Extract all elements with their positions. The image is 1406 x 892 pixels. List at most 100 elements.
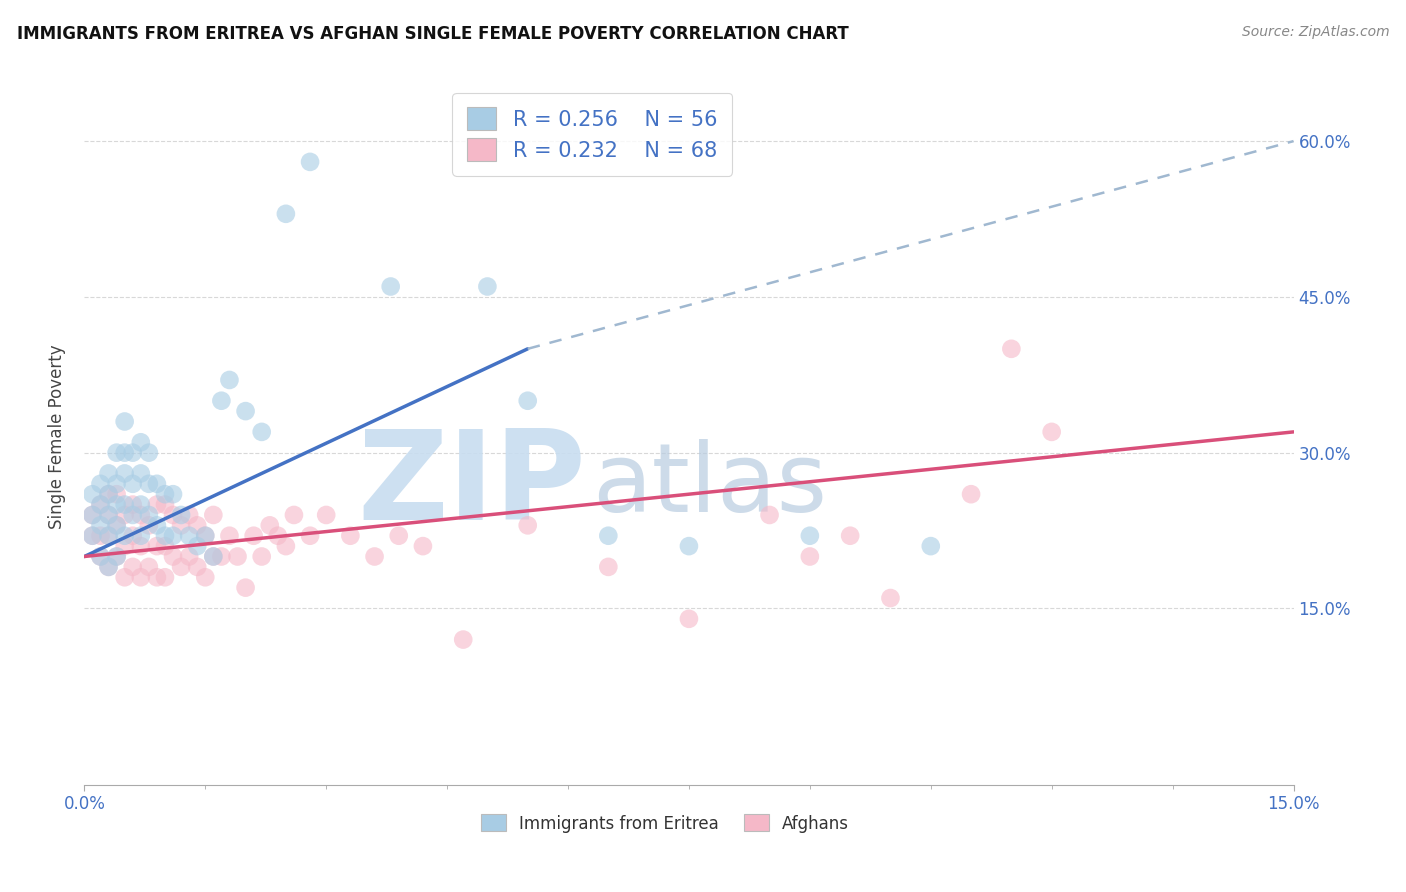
Text: IMMIGRANTS FROM ERITREA VS AFGHAN SINGLE FEMALE POVERTY CORRELATION CHART: IMMIGRANTS FROM ERITREA VS AFGHAN SINGLE… [17, 25, 849, 43]
Point [129, 570, 152, 584]
Point [153, 529, 176, 543]
Point [380, 279, 402, 293]
Point [179, 549, 201, 564]
Point [82, 508, 104, 522]
Point [274, 207, 297, 221]
Point [162, 508, 184, 522]
Point [339, 529, 361, 543]
Point [89, 498, 111, 512]
Point [97, 508, 120, 522]
Point [97, 529, 120, 543]
Point [89, 498, 111, 512]
Point [114, 467, 136, 481]
Point [1040, 425, 1063, 439]
Point [186, 518, 208, 533]
Point [194, 529, 217, 543]
Text: Source: ZipAtlas.com: Source: ZipAtlas.com [1241, 25, 1389, 39]
Point [82, 529, 104, 543]
Point [678, 612, 700, 626]
Point [186, 560, 208, 574]
Point [235, 404, 257, 418]
Point [114, 539, 136, 553]
Point [97, 560, 120, 574]
Y-axis label: Single Female Poverty: Single Female Poverty [48, 345, 66, 529]
Point [283, 508, 305, 522]
Point [162, 529, 184, 543]
Point [153, 487, 176, 501]
Point [235, 581, 257, 595]
Point [129, 529, 152, 543]
Point [388, 529, 411, 543]
Point [879, 591, 901, 605]
Point [97, 560, 120, 574]
Point [89, 549, 111, 564]
Point [82, 487, 104, 501]
Point [138, 560, 160, 574]
Point [121, 529, 143, 543]
Point [82, 529, 104, 543]
Point [226, 549, 249, 564]
Point [758, 508, 780, 522]
Point [105, 549, 128, 564]
Point [129, 467, 152, 481]
Point [799, 529, 821, 543]
Point [105, 498, 128, 512]
Point [516, 393, 538, 408]
Point [138, 518, 160, 533]
Point [1000, 342, 1022, 356]
Point [179, 508, 201, 522]
Point [82, 508, 104, 522]
Point [105, 487, 128, 501]
Point [114, 498, 136, 512]
Point [89, 549, 111, 564]
Point [89, 529, 111, 543]
Point [242, 529, 264, 543]
Point [363, 549, 385, 564]
Point [678, 539, 700, 553]
Point [412, 539, 434, 553]
Point [121, 560, 143, 574]
Point [121, 508, 143, 522]
Point [146, 518, 169, 533]
Point [960, 487, 983, 501]
Point [186, 539, 208, 553]
Point [162, 487, 184, 501]
Point [218, 529, 240, 543]
Point [114, 508, 136, 522]
Point [218, 373, 240, 387]
Point [97, 467, 120, 481]
Point [121, 476, 143, 491]
Point [299, 154, 322, 169]
Point [89, 476, 111, 491]
Legend: Immigrants from Eritrea, Afghans: Immigrants from Eritrea, Afghans [474, 808, 856, 839]
Point [267, 529, 290, 543]
Point [129, 539, 152, 553]
Point [598, 560, 620, 574]
Point [839, 529, 862, 543]
Point [209, 549, 232, 564]
Point [146, 498, 169, 512]
Point [477, 279, 499, 293]
Point [170, 560, 193, 574]
Point [138, 476, 160, 491]
Point [194, 529, 217, 543]
Point [250, 549, 273, 564]
Point [138, 445, 160, 459]
Point [97, 508, 120, 522]
Point [121, 445, 143, 459]
Point [259, 518, 281, 533]
Point [129, 508, 152, 522]
Point [153, 539, 176, 553]
Point [89, 518, 111, 533]
Point [138, 508, 160, 522]
Point [146, 539, 169, 553]
Point [114, 529, 136, 543]
Point [194, 570, 217, 584]
Point [920, 539, 942, 553]
Point [451, 632, 474, 647]
Point [105, 518, 128, 533]
Point [129, 498, 152, 512]
Point [209, 393, 232, 408]
Point [105, 445, 128, 459]
Point [129, 435, 152, 450]
